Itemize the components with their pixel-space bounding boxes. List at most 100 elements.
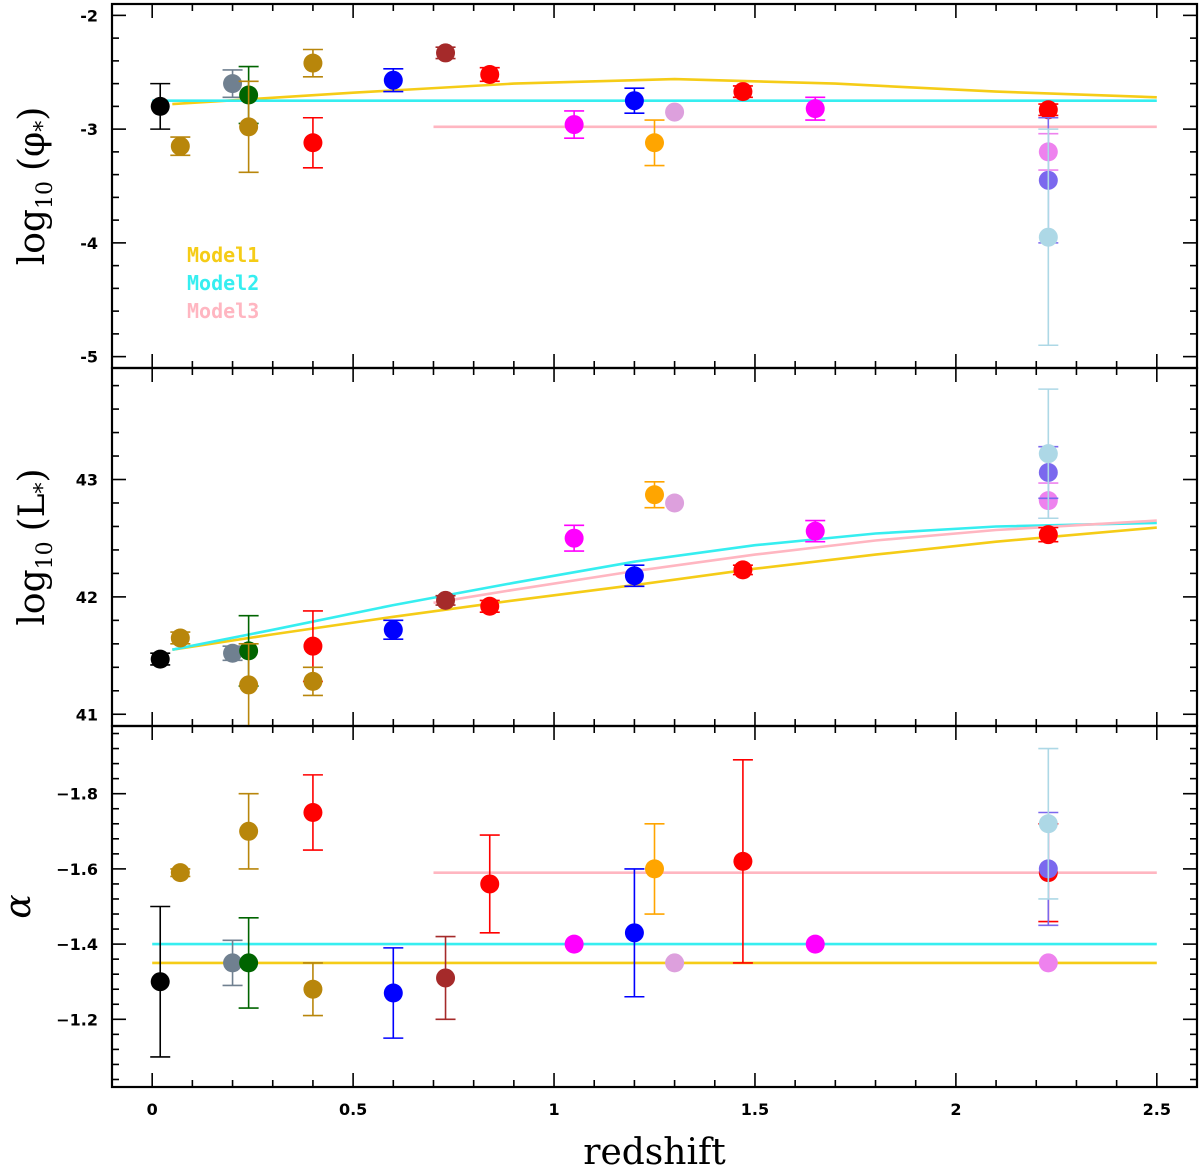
data-marker [645,485,664,505]
data-point [564,524,585,552]
data-marker [303,802,323,822]
data-marker [624,91,644,111]
data-marker [805,521,825,541]
y-axis-title: α [0,894,39,918]
data-marker [170,863,190,883]
data-marker [239,675,259,695]
data-marker [383,620,403,640]
data-point [222,939,243,987]
y-tick-label: −1.6 [56,860,98,879]
data-marker [303,133,323,153]
alpha-panel: −1.2 −1.4 −1.6 −1.8 α 0 0.5 1 1.5 2 2.5 redshift [0,724,1199,1168]
data-point [624,87,645,114]
y-tick-label: −1.2 [56,1010,98,1029]
data-point [479,834,500,934]
y-axis-title-arg: (L [12,493,53,531]
y-tick-label: -5 [80,348,98,367]
l-star-panel: 41 42 43 log10 (L*) [12,366,1199,728]
data-marker [665,953,685,973]
data-marker [303,53,323,73]
data-point [665,493,685,513]
data-marker [170,628,190,648]
data-marker [564,934,584,954]
data-point [479,65,500,85]
data-marker [239,953,259,973]
y-axis-title-close: ) [12,468,53,482]
data-marker [436,968,456,988]
data-point [644,822,665,915]
plot-frame [110,2,1199,370]
data-marker [223,74,243,94]
data-point [302,774,323,851]
data-point [624,868,645,998]
data-marker [223,953,243,973]
y-axis-title-star: * [31,121,56,132]
data-marker [239,821,259,841]
x-tick-label: 0.5 [339,1100,367,1119]
data-marker [733,851,753,871]
data-point [302,666,323,697]
y-tick-label: -3 [80,120,98,139]
data-marker [1038,953,1058,973]
data-marker [480,874,500,894]
data-marker [564,115,584,135]
data-marker [733,560,753,580]
data-point [732,759,753,964]
data-marker [480,65,500,85]
x-tick-label: 0 [147,1100,158,1119]
data-marker [150,649,170,669]
y-tick-label: 42 [76,588,98,607]
data-point [805,96,826,121]
data-point [665,102,685,122]
data-point [805,519,826,543]
x-tick-label: 2.5 [1143,1100,1171,1119]
y-axis-title-close: ) [12,107,53,121]
data-marker [383,70,403,90]
y-tick-label: −1.8 [56,785,98,804]
data-point [150,649,171,669]
data-point [302,116,323,169]
data-point [170,136,191,157]
y-axis-title-sub: 10 [33,541,58,569]
x-axis-title: redshift [583,1132,726,1168]
x-tick-label: 2 [950,1100,961,1119]
data-marker [383,983,403,1003]
data-marker [150,96,170,116]
data-marker [564,528,584,548]
data-point [383,619,404,640]
data-marker [733,82,753,102]
y-axis-title-star: * [31,482,56,493]
data-marker [170,136,190,156]
data-point [1038,388,1059,520]
data-point [479,596,500,616]
data-point [435,590,456,610]
data-point [805,934,825,954]
data-marker [665,493,685,513]
data-point [150,82,171,130]
data-marker [303,671,323,691]
data-marker [223,643,243,663]
data-point [1038,525,1059,545]
model-line-1 [172,526,1157,651]
data-marker [805,99,825,119]
x-tick-label: 1 [548,1100,559,1119]
y-tick-label: 43 [76,471,98,490]
data-marker [624,566,644,586]
data-marker [1038,100,1058,120]
y-tick-label: 41 [76,705,98,724]
data-marker [1038,227,1058,247]
data-marker [150,972,170,992]
model-line-2 [172,521,1157,651]
model-line-3 [433,519,1157,605]
y-axis-title-main: log [12,209,53,265]
data-point [302,962,323,1017]
y-axis-title: log10 (L*) [12,468,58,625]
data-point [1038,953,1058,973]
data-point [383,68,404,93]
data-point [435,43,456,63]
model-line-1 [172,77,1157,106]
data-point [435,935,456,1021]
y-tick-label: -2 [80,6,98,25]
data-point [170,863,191,883]
